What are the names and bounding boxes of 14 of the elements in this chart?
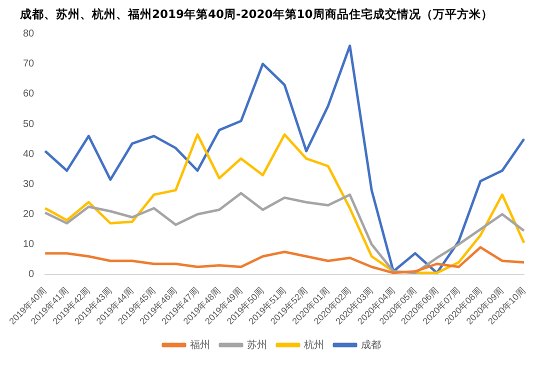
y-tick-label: 0 (28, 269, 35, 280)
chart-title: 成都、苏州、杭州、福州2019年第40周-2020年第10周商品住宅成交情况（万平方米） (19, 6, 493, 21)
y-tick-label: 30 (23, 178, 35, 190)
legend-label: 苏州 (247, 338, 267, 351)
legend-label: 成都 (361, 338, 381, 351)
legend-label: 杭州 (303, 338, 324, 351)
y-tick-label: 70 (23, 58, 35, 70)
y-tick-label: 50 (23, 118, 35, 130)
y-tick-label: 10 (23, 239, 35, 250)
y-tick-label: 40 (23, 148, 35, 160)
y-tick-label: 20 (23, 209, 35, 220)
legend-label: 福州 (190, 338, 210, 351)
y-tick-label: 60 (23, 88, 35, 100)
y-tick-label: 80 (23, 28, 35, 40)
